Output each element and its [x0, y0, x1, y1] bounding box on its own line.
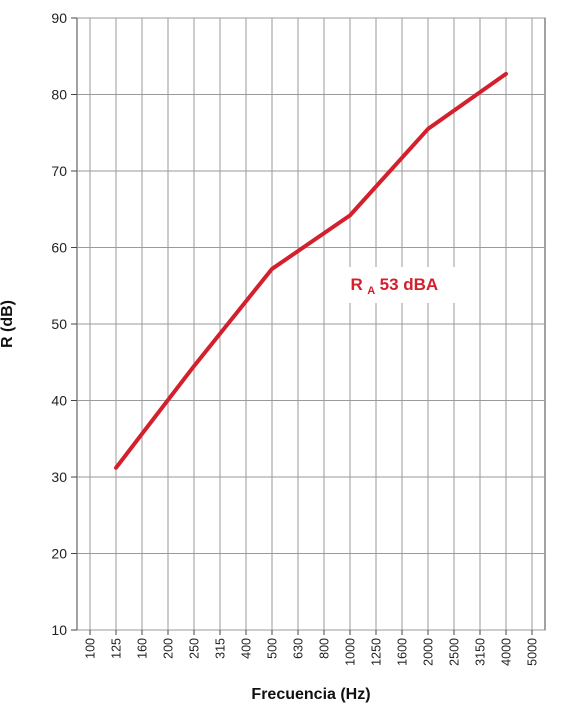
- x-tick-label: 1600: [396, 638, 410, 666]
- x-tick-label: 800: [318, 638, 332, 659]
- annotation-background: [346, 267, 459, 303]
- grid: [76, 17, 546, 631]
- x-tick-label: 400: [240, 638, 254, 659]
- x-tick-label: 200: [162, 638, 176, 659]
- x-tick-label: 315: [214, 638, 228, 659]
- x-tick-label: 125: [110, 638, 124, 659]
- annotation-ra: R A 53 dBA: [351, 275, 439, 298]
- x-tick-label: 160: [136, 638, 150, 659]
- y-axis-ticks: 10 20 30 40 50 60 70 80 90: [51, 10, 77, 638]
- x-tick-label: 500: [266, 638, 280, 659]
- y-tick-label: 40: [51, 393, 67, 409]
- x-tick-label: 1000: [344, 638, 358, 666]
- y-axis-label: R (dB): [0, 300, 16, 348]
- annotation-rest: 53 dBA: [380, 275, 439, 294]
- annotation-sub: A: [367, 285, 375, 297]
- y-tick-label: 60: [51, 240, 67, 256]
- y-tick-label: 70: [51, 163, 67, 179]
- x-tick-label: 5000: [526, 638, 540, 666]
- series-group: [114, 71, 508, 470]
- series-line: [114, 71, 508, 470]
- x-tick-label: 1250: [370, 638, 384, 666]
- y-tick-label: 20: [51, 546, 67, 562]
- y-tick-label: 90: [51, 10, 67, 26]
- x-tick-label: 4000: [500, 638, 514, 666]
- x-axis-label: Frecuencia (Hz): [251, 686, 370, 703]
- x-tick-label: 2500: [448, 638, 462, 666]
- x-tick-label: 100: [84, 638, 98, 659]
- x-axis-ticks: 100 125 160 200 250 315 400 500 630 800 1000 1250 16…: [84, 630, 540, 666]
- y-tick-label: 30: [51, 469, 67, 485]
- x-tick-label: 3150: [474, 638, 488, 666]
- annotation-main: R: [351, 275, 363, 294]
- y-tick-label: 50: [51, 316, 67, 332]
- x-tick-label: 2000: [422, 638, 436, 666]
- x-tick-label: 630: [292, 638, 306, 659]
- y-tick-label: 10: [51, 622, 67, 638]
- x-tick-label: 250: [188, 638, 202, 659]
- y-tick-label: 80: [51, 87, 67, 103]
